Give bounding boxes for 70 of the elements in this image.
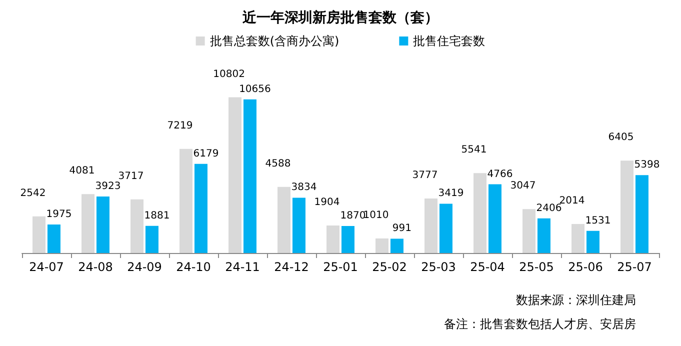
data-label: 2542: [20, 188, 46, 199]
x-tick-label: 24-12: [274, 260, 309, 274]
x-tick-label: 24-10: [176, 260, 211, 274]
data-label: 6405: [608, 132, 634, 144]
data-label: 10656: [239, 84, 271, 95]
bar: [228, 97, 242, 253]
x-tick-label: 24-09: [127, 260, 162, 274]
data-label: 1870: [340, 210, 366, 222]
bar: [278, 186, 291, 253]
data-label: 4766: [487, 168, 513, 180]
legend-label: 批售住宅套数: [413, 34, 486, 48]
bar: [572, 224, 585, 253]
chart-title: 近一年深圳新房批售套数（套）: [242, 9, 438, 26]
data-label: 10802: [213, 68, 245, 80]
bar: [194, 164, 208, 253]
data-label: 3777: [412, 170, 438, 182]
data-label: 3047: [510, 180, 536, 192]
bar: [390, 238, 404, 253]
data-label: 991: [392, 223, 412, 234]
data-label: 1010: [363, 210, 389, 221]
bar: [326, 226, 340, 253]
bar: [180, 148, 193, 253]
data-label: 5541: [461, 144, 487, 156]
bar: [620, 160, 634, 253]
bar: [376, 238, 389, 253]
bar: [474, 173, 487, 253]
bar: [82, 194, 95, 253]
data-label: 3923: [95, 180, 121, 192]
bar: [243, 99, 256, 253]
data-label: 3717: [118, 170, 144, 182]
bar: [439, 204, 452, 253]
data-label: 5398: [634, 160, 660, 171]
data-label: 1531: [585, 215, 611, 226]
x-tick-label: 25-03: [421, 260, 456, 274]
bar: [537, 218, 550, 253]
bar: [424, 198, 438, 253]
bar: [96, 196, 110, 253]
bar: [488, 184, 502, 253]
bar: [341, 226, 354, 253]
data-label: 7219: [167, 120, 193, 132]
data-label: 4588: [265, 158, 291, 170]
data-label: 1975: [46, 209, 72, 220]
x-tick-label: 25-04: [470, 260, 505, 274]
x-tick-label: 25-01: [323, 260, 358, 274]
x-tick-label: 25-02: [372, 260, 407, 274]
bar: [292, 198, 306, 253]
text: 备注：批售套数包括人才房、安居房: [444, 317, 636, 331]
data-label: 2014: [559, 195, 585, 206]
bar: [586, 230, 600, 253]
bar: [32, 216, 46, 253]
data-label: 2406: [536, 202, 562, 214]
x-tick-label: 25-06: [568, 260, 603, 274]
bar: [522, 209, 536, 253]
data-label: 3419: [438, 188, 464, 200]
data-label: 1881: [144, 210, 170, 222]
x-tick-label: 25-07: [617, 260, 652, 274]
source-note: 数据来源：深圳住建局: [516, 293, 636, 307]
x-tick-label: 25-05: [519, 260, 554, 274]
x-tick-label: 24-11: [225, 260, 260, 274]
data-label: 4081: [69, 166, 95, 177]
bar: [130, 199, 144, 253]
data-label: 3834: [291, 182, 317, 194]
bar: [47, 224, 60, 253]
data-label: 6179: [193, 148, 219, 160]
bar: [145, 226, 158, 253]
legend-label: 批售总套数(含商办公寓): [210, 34, 340, 48]
x-tick-label: 24-07: [29, 260, 64, 274]
bar: [635, 175, 648, 253]
x-tick-label: 24-08: [78, 260, 113, 274]
data-label: 1904: [314, 197, 340, 208]
